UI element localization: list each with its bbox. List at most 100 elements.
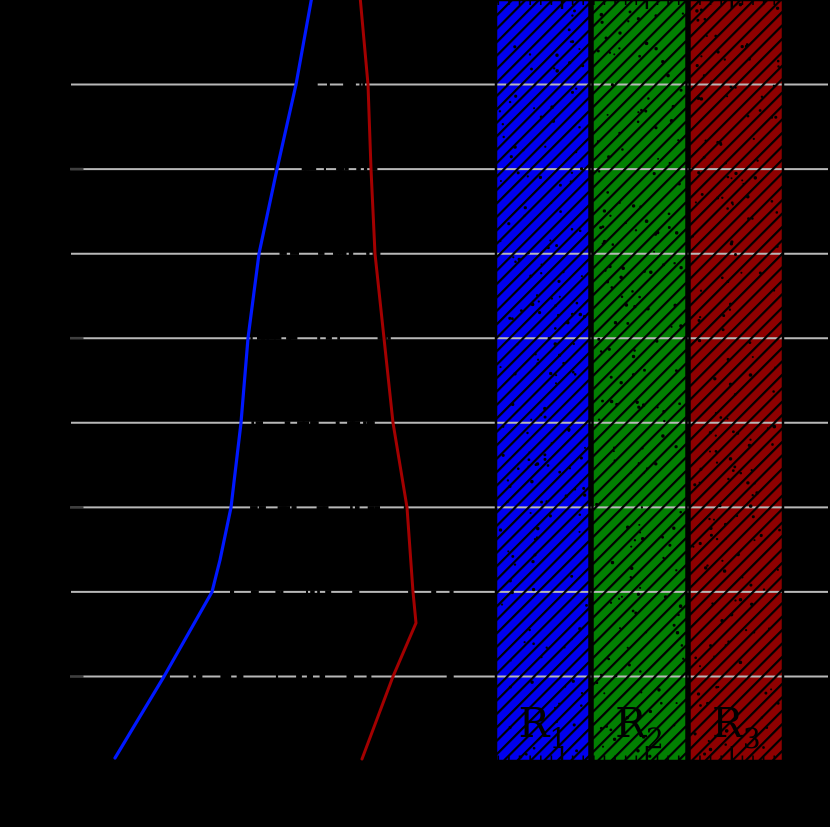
stipple-dot [674,231,679,235]
stipple-dot [640,536,645,541]
stipple-dot [545,500,548,503]
stipple-dot [710,80,713,83]
stipple-dot [702,74,706,77]
stipple-dot [640,446,644,450]
stipple-dot [722,314,726,318]
stipple-dot [613,321,618,325]
gridline-dash-gap [322,506,329,509]
stipple-dot [596,49,600,53]
stipple-dot [756,159,759,162]
stipple-dot [607,347,611,351]
gridline-dash-gap [250,337,253,340]
stipple-dot [514,94,518,98]
stipple-dot [618,627,622,630]
stipple-dot [675,569,678,572]
gridline-dash-gap [279,252,283,255]
stipple-dot [555,244,559,248]
stipple-dot [543,457,547,461]
stipple-dot [514,260,517,264]
stipple-dot [678,604,683,608]
gridline-dash-gap [310,421,317,424]
stipple-dot [543,406,547,411]
stipple-dot [748,373,753,377]
gridline-dash-gap [319,675,326,678]
stipple-dot [532,642,535,645]
stipple-dot [609,155,613,158]
stipple-dot [508,725,512,730]
stipple-dot [760,95,764,98]
stipple-dot [663,419,666,423]
stipple-dot [601,399,604,403]
stipple-dot [508,484,512,489]
stipple-dot [733,393,737,396]
gridline-dash-gap [344,167,349,171]
axis-ticks [51,0,829,761]
stipple-dot [629,471,633,474]
stipple-dot [696,96,701,100]
stipple-dot [543,453,547,457]
gridline-dash-gap [250,506,258,509]
stipple-dot [700,55,703,58]
stipple-dot [703,17,707,21]
stipple-dot [624,221,627,225]
gridline-dash-gap [310,590,315,594]
region-label-3: R3 [712,699,761,755]
stipple-dot [714,450,718,453]
stipple-dot [570,312,574,316]
stipple-dot [537,358,540,361]
stipple-dot [708,431,712,435]
stipple-dot [528,451,531,454]
stipple-dot [715,537,719,541]
stipple-dot [612,450,615,453]
stipple-dot [660,701,663,705]
stipple-dot [778,528,781,532]
stipple-dot [502,425,505,428]
stipple-dot [513,372,517,376]
stipple-dot [739,471,743,475]
gridline-dash-gap [449,590,454,594]
gridline-dash-gap [367,506,375,509]
stipple-dot [517,467,520,470]
stipple-dot [774,366,777,369]
stipple-dot [694,201,697,204]
stipple-dot [762,588,766,591]
region-label-sub: 3 [743,722,761,755]
stipple-dot [679,510,682,514]
stipple-dot [506,83,509,86]
gridline-dash-gap [318,252,325,255]
stipple-dot [764,691,768,695]
stipple-dot [626,646,629,649]
stipple-dot [718,504,722,508]
stipple-dot [539,115,543,119]
stipple-dot [740,271,743,274]
stipple-dot [758,271,762,275]
stipple-dot [606,113,609,116]
stipple-dot [729,612,734,617]
stipple-dot [666,73,670,78]
stipple-dot [530,302,535,307]
gridline-dash-gap [374,506,380,509]
stipple-dot [726,175,730,179]
stipple-dot [554,304,557,308]
stipple-dot [601,745,605,748]
stipple-dot [532,746,536,750]
stipple-dot [510,317,514,320]
gridline-dash-gap [266,337,276,340]
gridline-dash-gap [230,590,234,594]
gridline-dash-gap [316,506,326,509]
stipple-dot [677,139,680,142]
stipple-dot [734,171,738,176]
stipple-dot [559,210,562,213]
gridline-dash-gap [275,590,281,594]
stipple-dot [612,737,617,742]
stipple-dot [675,702,678,705]
stipple-dot [581,64,585,68]
stipple-dot [639,531,642,534]
gridline-dash-gap [352,590,360,594]
stipple-dot [638,295,641,299]
stipple-dot [750,468,753,472]
stipple-dot [640,108,643,112]
stipple-dot [564,685,567,688]
stipple-dot [611,243,615,246]
stipple-dot [540,263,543,266]
